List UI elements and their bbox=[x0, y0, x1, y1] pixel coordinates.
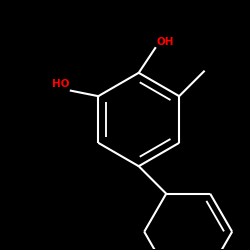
Text: HO: HO bbox=[52, 79, 70, 89]
Text: OH: OH bbox=[156, 37, 174, 47]
